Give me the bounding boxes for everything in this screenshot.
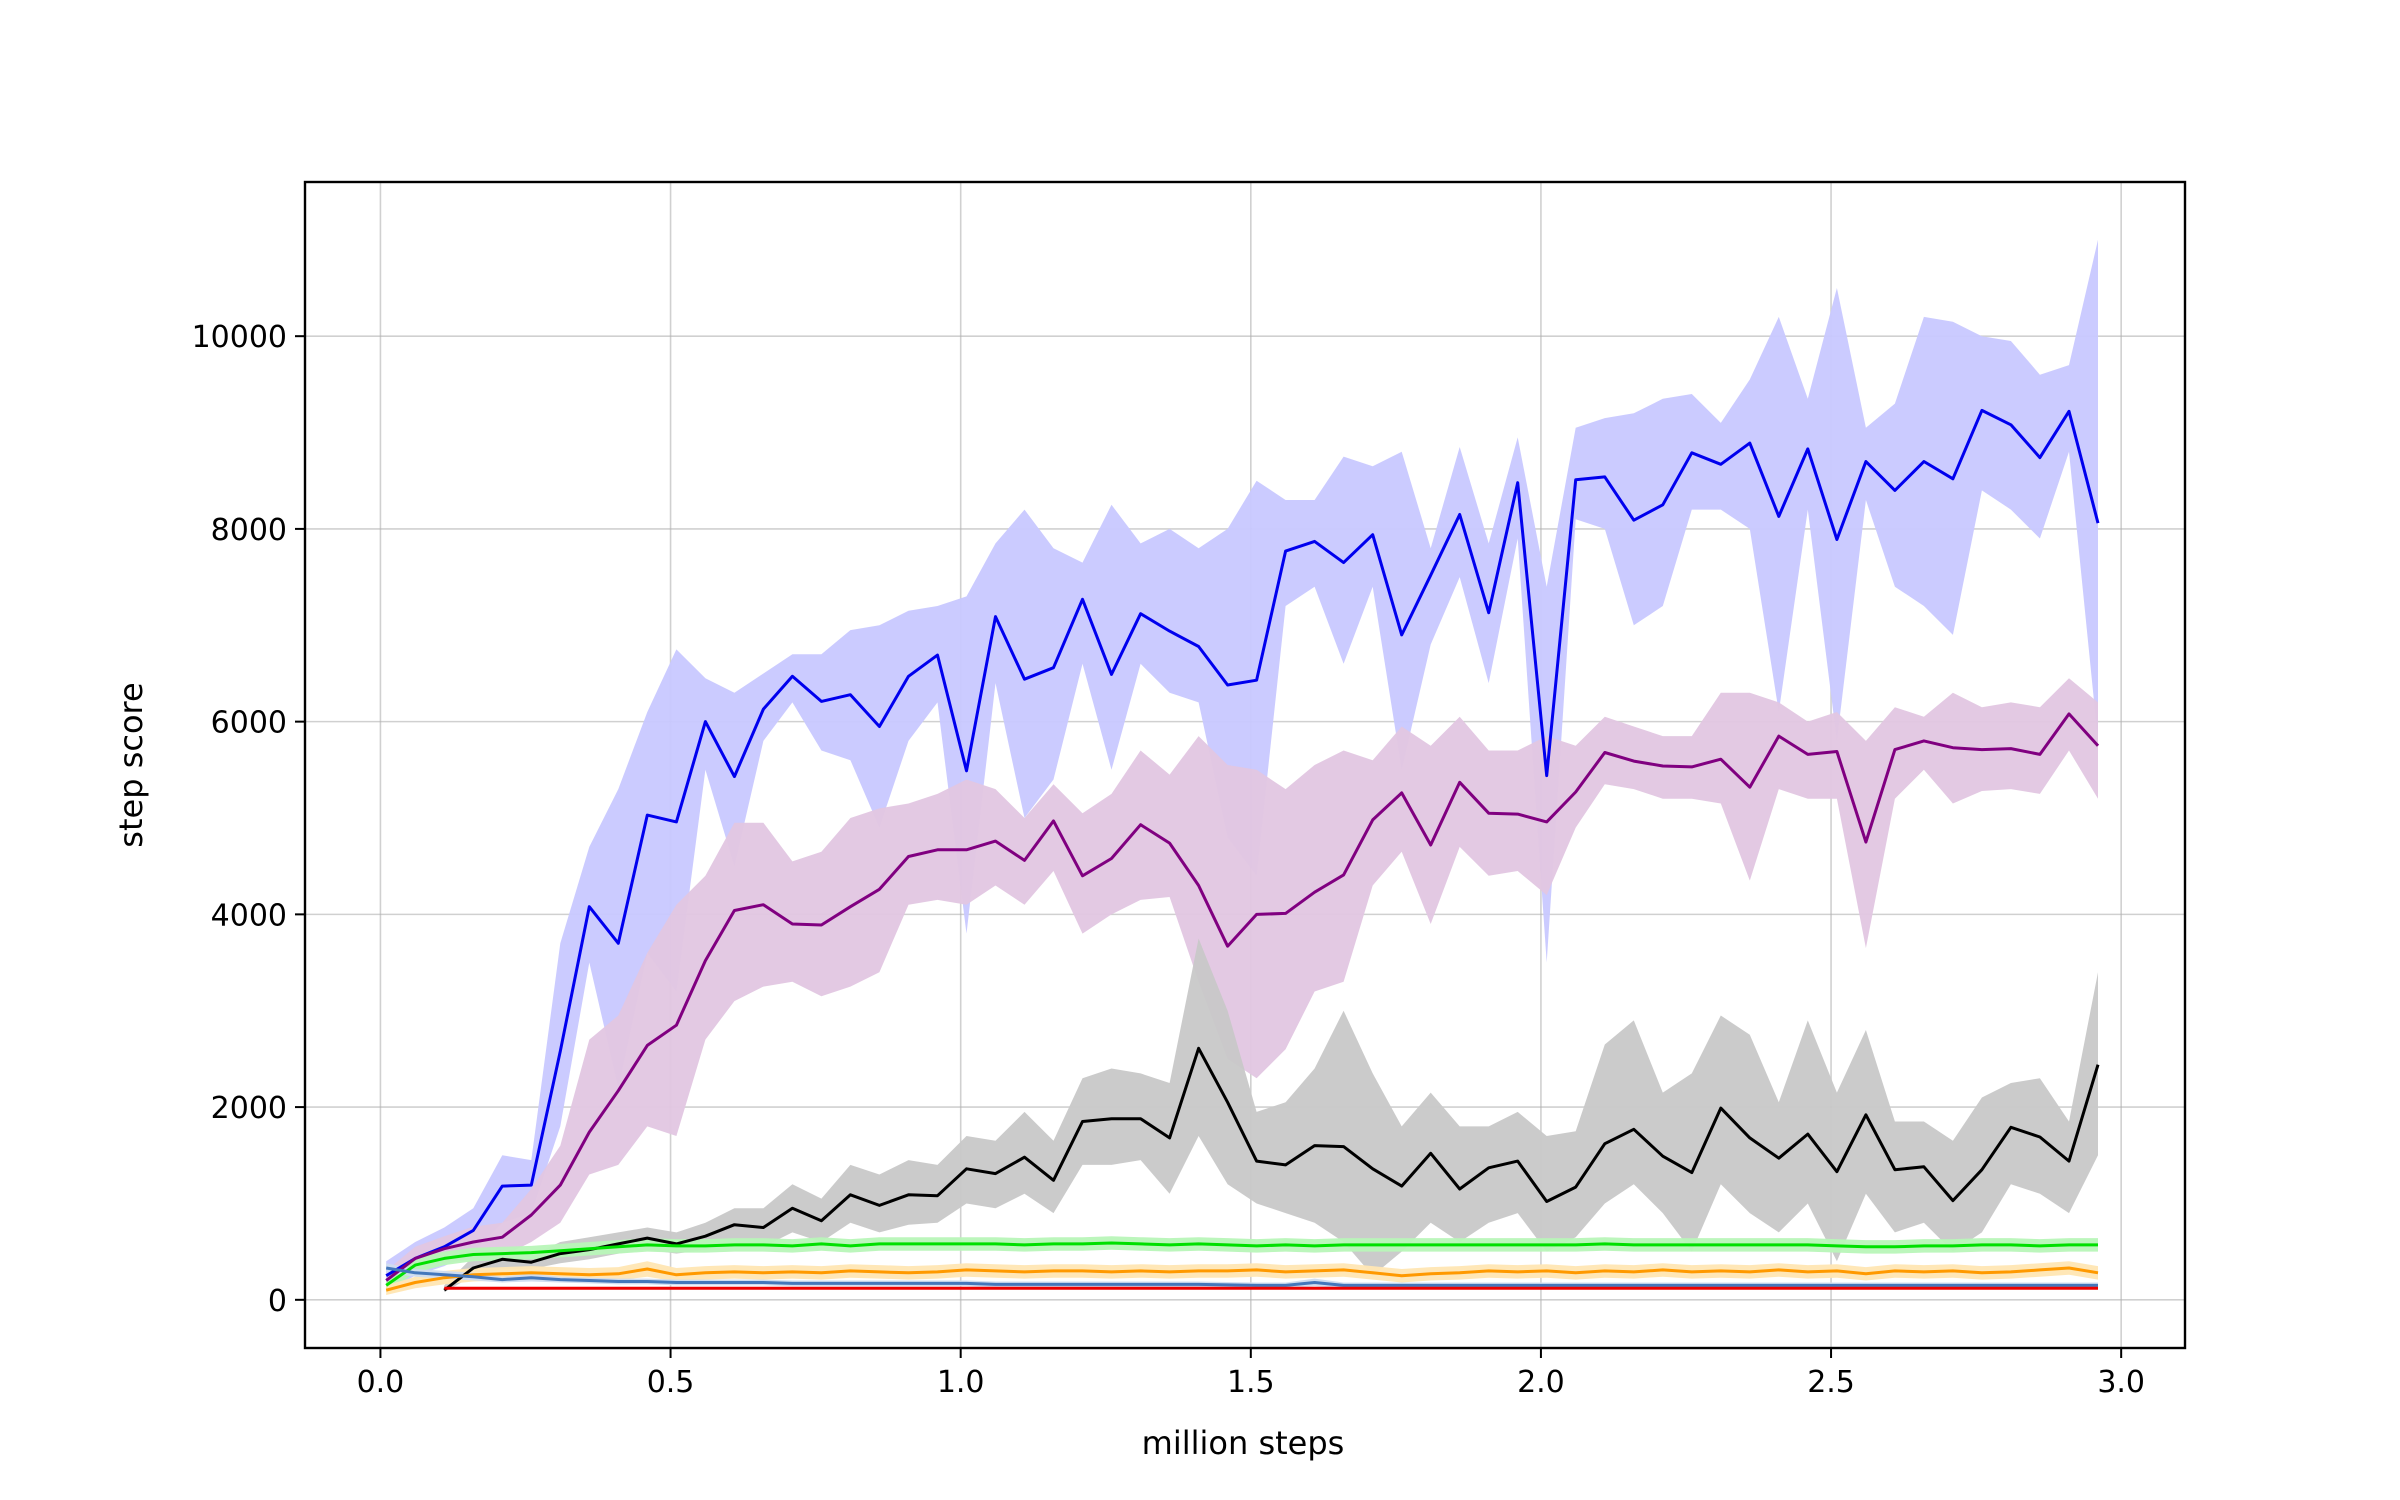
y-tick-label: 0 [268, 1284, 287, 1319]
plot-frame [303, 180, 2187, 1350]
series-3-line [385, 1241, 2098, 1287]
x-tick-label: 0.5 [647, 1365, 695, 1400]
y-tick-label: 6000 [211, 706, 287, 741]
x-tick-label: 2.5 [1807, 1365, 1855, 1400]
series-1-line [385, 712, 2100, 1282]
series-5-line [385, 1266, 2098, 1287]
series-2-band [444, 938, 2098, 1293]
series-3-band [386, 1236, 2099, 1293]
x-tick-label: 0.0 [357, 1365, 405, 1400]
series-4-line [385, 1266, 2099, 1292]
series-0-line [385, 408, 2100, 1277]
x-tick-label: 2.0 [1517, 1365, 1565, 1400]
y-tick-label: 4000 [211, 898, 287, 933]
x-tick-label: 1.0 [937, 1365, 985, 1400]
y-axis-label: step score [112, 682, 150, 847]
y-tick-label: 10000 [192, 320, 287, 355]
series-0-band [386, 239, 2099, 1291]
y-tick-label: 2000 [211, 1091, 287, 1126]
series-2-line [443, 1046, 2100, 1292]
series-1-band [386, 678, 2099, 1291]
y-tick-label: 8000 [211, 513, 287, 548]
axis-ticks: 0.0 0.5 1.0 1.5 2.0 2.5 3.0 0 2000 4000 6000 8000 10… [192, 320, 2145, 1400]
x-axis-label: million steps [1142, 1424, 1345, 1462]
x-tick-label: 1.5 [1227, 1365, 1275, 1400]
x-tick-label: 3.0 [2097, 1365, 2145, 1400]
series-lines [385, 408, 2100, 1292]
